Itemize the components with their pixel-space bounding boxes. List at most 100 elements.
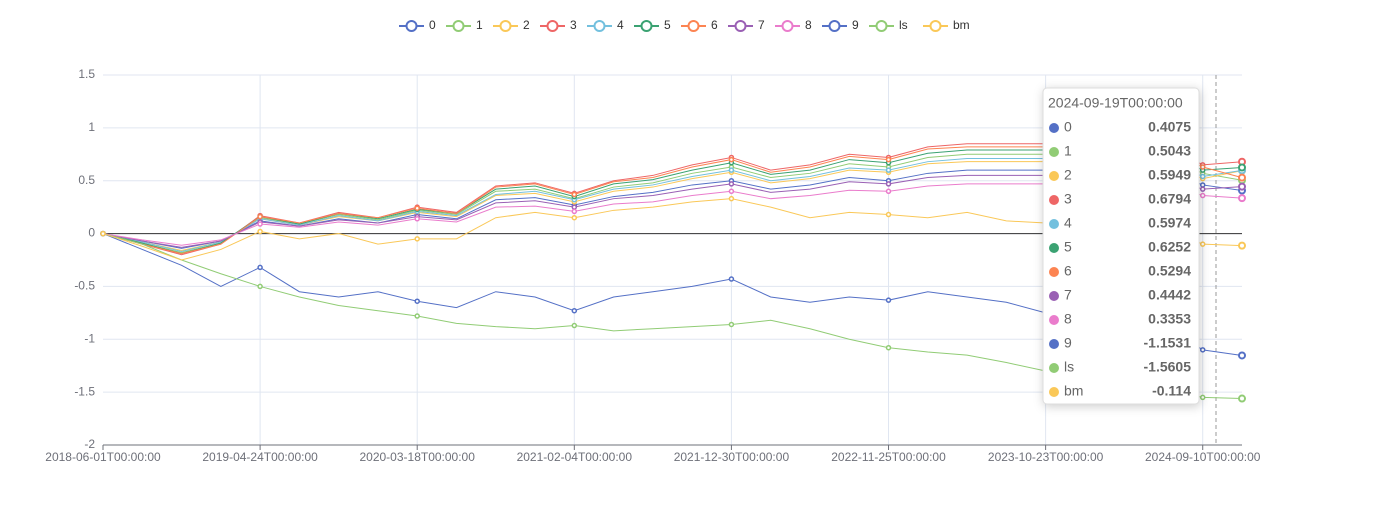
legend-text: 1 [476,18,483,32]
point [1199,173,1206,180]
point [728,195,735,202]
tooltip-title: 2024-09-19T00:00:00 [1048,95,1183,111]
legend-text: 5 [664,18,671,32]
y-tick-label: 0 [88,226,95,240]
tooltip-dot [1049,267,1059,277]
legend-icon [405,20,418,32]
legend-item: 0 [399,18,436,32]
legend-item: ls [869,18,908,32]
point [728,321,735,328]
x-tick-label: 2022-11-25T00:00:00 [831,450,946,464]
tooltip-name: 7 [1064,287,1072,303]
tooltip-name: 5 [1064,239,1072,255]
legend-item: 6 [681,18,718,32]
tooltip-value: 0.6252 [1148,239,1191,255]
tooltip-name: 9 [1064,335,1072,351]
tooltip-dot [1049,243,1059,253]
legend-text: 9 [852,18,859,32]
legend-icon [687,20,700,32]
legend-text: bm [953,18,970,32]
point [885,297,892,303]
tooltip-value: 0.5949 [1148,167,1191,183]
point [571,214,578,221]
legend-icon [929,20,942,32]
legend-icon [828,20,841,32]
tooltip-value: -0.114 [1152,383,1191,399]
tooltip-dot [1049,195,1059,205]
legend-icon [499,20,512,32]
legend-item: 5 [634,18,671,32]
tooltip: 2024-09-19T00:00:00 0 0.4075 1 0.5043 2 0.5949… [1042,87,1200,405]
point [414,216,420,222]
tooltip-dot [1049,291,1059,301]
tooltip-dot [1049,339,1059,349]
legend-icon [734,20,747,32]
tooltip-value: -1.5605 [1144,359,1192,375]
point [571,191,578,198]
legend-text: 4 [617,18,624,32]
tooltip-dot [1049,387,1059,397]
point [728,276,735,282]
y-tick-label: 0.5 [78,173,95,187]
tooltip-dot [1049,147,1059,157]
point [571,307,578,314]
tooltip-value: -1.1531 [1144,335,1192,351]
legend-item: bm [923,18,970,32]
point [885,188,892,195]
point [257,221,263,227]
tooltip-name: ls [1064,359,1074,375]
legend-icon [546,20,559,32]
tooltip-box [1042,87,1200,405]
tooltip-value: 0.4075 [1148,119,1191,135]
legend-icon [640,20,653,32]
legend-text: 8 [805,18,812,32]
tooltip-value: 0.5974 [1148,215,1191,231]
tooltip-name: 8 [1064,311,1072,327]
y-tick-label: 1 [88,120,95,134]
point [257,228,263,235]
legend-text: ls [899,18,908,32]
y-tick-label: -0.5 [74,279,95,293]
tooltip-value: 0.4442 [1148,287,1191,303]
y-tick-label: 1.5 [78,67,95,81]
legend-item: 3 [540,18,577,32]
point [1238,394,1246,403]
point [414,313,420,319]
legend-item: 8 [775,18,812,32]
tooltip-value: 0.5294 [1148,263,1191,279]
x-tick-label: 2024-09-10T00:00:00 [1145,450,1261,464]
point [1199,241,1206,247]
point [1199,182,1206,188]
point [1238,351,1246,360]
point [1238,241,1246,250]
tooltip-name: 3 [1064,191,1072,207]
legend-item: 9 [822,18,859,32]
point [257,264,263,271]
legend-text: 7 [758,18,765,32]
tooltip-name: 0 [1064,119,1072,135]
tooltip-dot [1049,219,1059,229]
x-tick-label: 2021-02-04T00:00:00 [517,450,633,464]
tooltip-dot [1049,123,1059,133]
tooltip-value: 0.6794 [1148,191,1191,207]
legend-icon [781,20,794,32]
point [1238,194,1246,203]
point [1199,347,1206,353]
point [414,298,420,304]
point [728,167,735,173]
point [885,211,892,218]
point [257,213,263,220]
y-tick-label: -1 [84,331,95,345]
point [728,181,735,187]
tooltip-name: 1 [1064,143,1072,159]
point [885,167,892,173]
point [728,156,735,163]
legend-item: 7 [728,18,765,32]
legend-item: 2 [493,18,530,32]
legend-text: 0 [429,18,436,32]
legend-item: 1 [446,18,483,32]
point [571,204,578,210]
legend-icon [593,20,606,32]
y-tick-label: -2 [84,437,95,451]
